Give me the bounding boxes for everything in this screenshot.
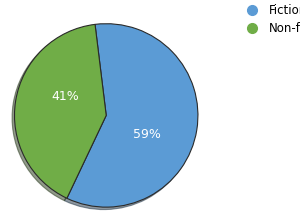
Wedge shape [67, 24, 198, 207]
Legend: Fiction, Non-fiction: Fiction, Non-fiction [235, 0, 300, 40]
Wedge shape [14, 24, 106, 198]
Text: 41%: 41% [51, 90, 79, 103]
Text: 59%: 59% [133, 128, 161, 141]
